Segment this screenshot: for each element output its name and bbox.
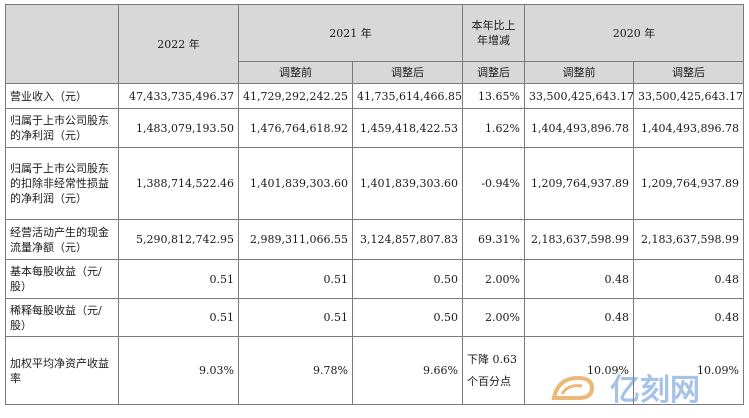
row-label: 稀释每股收益（元/股） — [5, 298, 119, 337]
cell-2022: 1,483,079,193.50 — [118, 108, 239, 148]
cell-2021-after: 3,124,857,807.83 — [352, 219, 463, 260]
table-row: 归属于上市公司股东的扣除非经常性损益的净利润（元） 1,388,714,522.… — [5, 147, 744, 220]
header-blank — [5, 4, 119, 84]
row-label: 归属于上市公司股东的净利润（元） — [5, 108, 119, 148]
cell-2020-before: 1,209,764,937.89 — [524, 147, 634, 220]
cell-2020-after: 0.48 — [633, 298, 744, 337]
cell-2021-before: 0.51 — [238, 259, 353, 299]
table-row: 经营活动产生的现金流量净额（元） 5,290,812,742.95 2,989,… — [5, 219, 744, 260]
cell-change: 13.65% — [462, 83, 525, 109]
cell-2020-before: 33,500,425,643.17 — [524, 83, 634, 109]
cell-2021-after: 1,401,839,303.60 — [352, 147, 463, 220]
cell-2022: 1,388,714,522.46 — [118, 147, 239, 220]
header-2021-after: 调整后 — [352, 61, 463, 84]
header-2021: 2021 年 — [238, 4, 463, 62]
cell-2021-before: 0.51 — [238, 298, 353, 337]
cell-2020-before: 0.48 — [524, 259, 634, 299]
cell-2021-after: 9.66% — [352, 336, 463, 405]
cell-2021-after: 41,735,614,466.85 — [352, 83, 463, 109]
header-change-after: 调整后 — [462, 61, 525, 84]
cell-2020-after: 33,500,425,643.17 — [633, 83, 744, 109]
cell-change: 2.00% — [462, 259, 525, 299]
cell-change: -0.94% — [462, 147, 525, 220]
cell-2022: 9.03% — [118, 336, 239, 405]
cell-2022: 0.51 — [118, 298, 239, 337]
table-row: 基本每股收益（元/股） 0.51 0.51 0.50 2.00% 0.48 0.… — [5, 259, 744, 299]
table-row: 稀释每股收益（元/股） 0.51 0.51 0.50 2.00% 0.48 0.… — [5, 298, 744, 337]
cell-2021-before: 41,729,292,242.25 — [238, 83, 353, 109]
header-2020: 2020 年 — [524, 4, 744, 62]
cell-2020-before: 2,183,637,598.99 — [524, 219, 634, 260]
cell-2022: 5,290,812,742.95 — [118, 219, 239, 260]
row-label: 归属于上市公司股东的扣除非经常性损益的净利润（元） — [5, 147, 119, 220]
cell-2020-after: 10.09% — [633, 336, 744, 405]
cell-change: 2.00% — [462, 298, 525, 337]
header-2022: 2022 年 — [118, 4, 239, 84]
table-row: 归属于上市公司股东的净利润（元） 1,483,079,193.50 1,476,… — [5, 108, 744, 148]
cell-change: 下降 0.63 个百分点 — [462, 336, 525, 405]
cell-2022: 47,433,735,496.37 — [118, 83, 239, 109]
cell-2021-before: 9.78% — [238, 336, 353, 405]
cell-change: 69.31% — [462, 219, 525, 260]
table-row: 营业收入（元） 47,433,735,496.37 41,729,292,242… — [5, 83, 744, 109]
header-2020-after: 调整后 — [633, 61, 744, 84]
cell-2020-after: 1,404,493,896.78 — [633, 108, 744, 148]
cell-2021-before: 2,989,311,066.55 — [238, 219, 353, 260]
cell-2020-after: 0.48 — [633, 259, 744, 299]
cell-2020-after: 1,209,764,937.89 — [633, 147, 744, 220]
financial-table: 2022 年 2021 年 本年比上年增减 2020 年 调整前 调整后 调整后… — [5, 4, 744, 405]
cell-2021-after: 0.50 — [352, 298, 463, 337]
cell-2020-before: 0.48 — [524, 298, 634, 337]
cell-2021-before: 1,401,839,303.60 — [238, 147, 353, 220]
cell-2020-before: 10.09% — [524, 336, 634, 405]
row-label: 经营活动产生的现金流量净额（元） — [5, 219, 119, 260]
cell-2020-after: 2,183,637,598.99 — [633, 219, 744, 260]
header-2021-before: 调整前 — [238, 61, 353, 84]
table-row: 加权平均净资产收益率 9.03% 9.78% 9.66% 下降 0.63 个百分… — [5, 336, 744, 405]
header-2020-before: 调整前 — [524, 61, 634, 84]
row-label: 基本每股收益（元/股） — [5, 259, 119, 299]
row-label: 加权平均净资产收益率 — [5, 336, 119, 405]
cell-change: 1.62% — [462, 108, 525, 148]
cell-2020-before: 1,404,493,896.78 — [524, 108, 634, 148]
cell-2021-before: 1,476,764,618.92 — [238, 108, 353, 148]
cell-2021-after: 0.50 — [352, 259, 463, 299]
cell-2022: 0.51 — [118, 259, 239, 299]
cell-2021-after: 1,459,418,422.53 — [352, 108, 463, 148]
row-label: 营业收入（元） — [5, 83, 119, 109]
header-change: 本年比上年增减 — [462, 4, 525, 62]
